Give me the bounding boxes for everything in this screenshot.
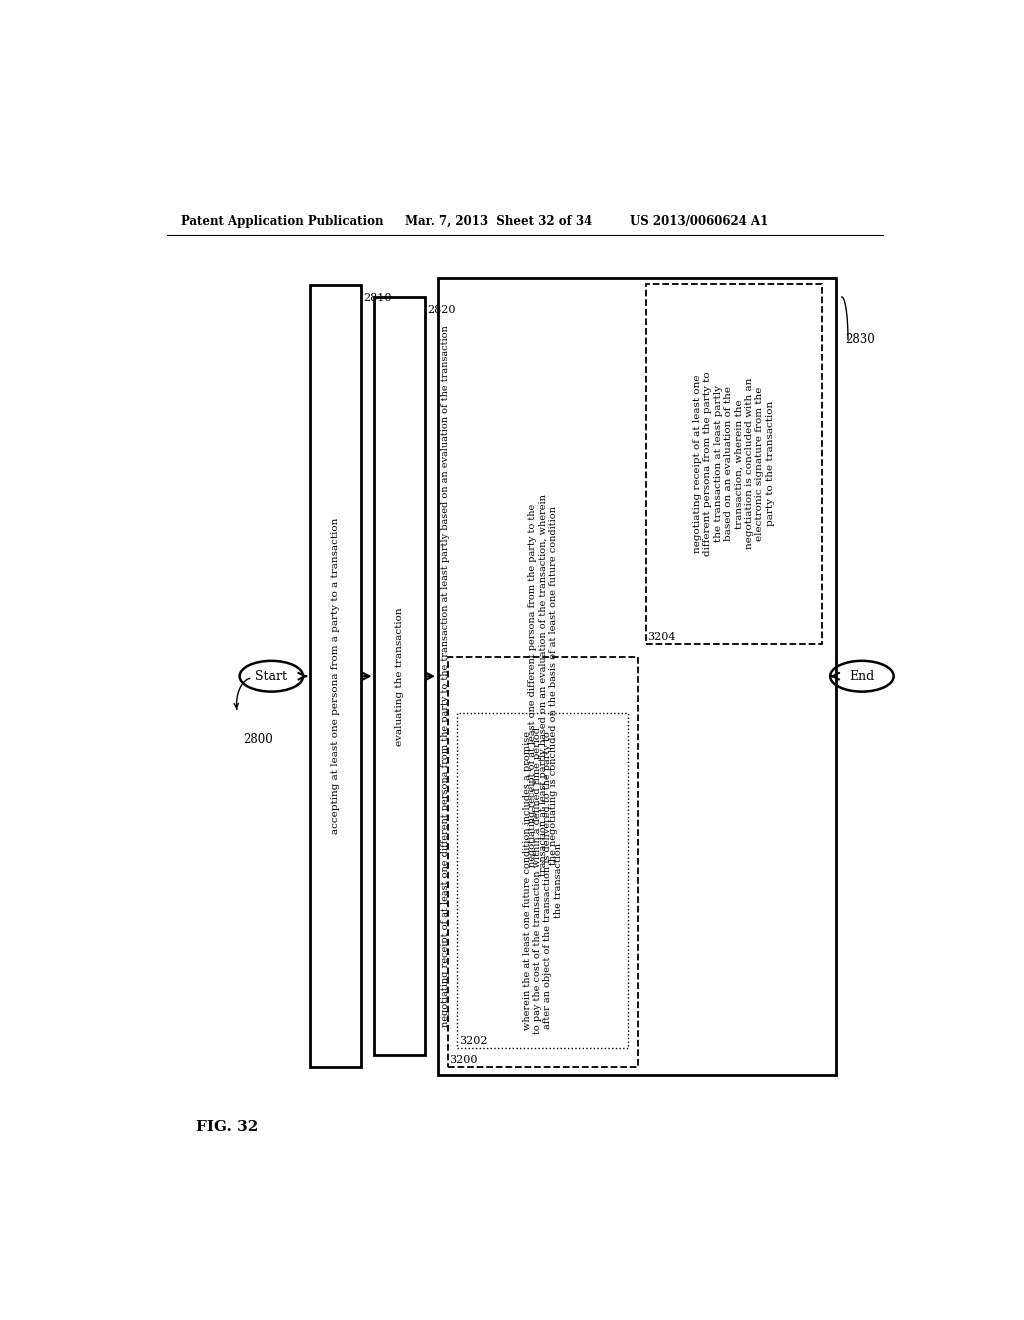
Text: negotiating receipt of at least one different persona from the party to the
tran: negotiating receipt of at least one diff… bbox=[528, 494, 558, 876]
Text: 3200: 3200 bbox=[450, 1056, 478, 1065]
Text: negotiating receipt of at least one
different persona from the party to
the tran: negotiating receipt of at least one diff… bbox=[693, 371, 774, 556]
Bar bbox=[449, 657, 638, 1067]
Text: 3204: 3204 bbox=[647, 632, 676, 642]
Bar bbox=[646, 284, 821, 644]
Text: 2800: 2800 bbox=[243, 733, 272, 746]
Text: 3202: 3202 bbox=[459, 1036, 487, 1047]
Text: 2830: 2830 bbox=[845, 333, 874, 346]
Text: US 2013/0060624 A1: US 2013/0060624 A1 bbox=[630, 215, 768, 228]
Text: 2810: 2810 bbox=[362, 293, 391, 304]
Text: wherein the at least one future condition includes a promise
to pay the cost of : wherein the at least one future conditio… bbox=[522, 727, 563, 1034]
Text: accepting at least one persona from a party to a transaction: accepting at least one persona from a pa… bbox=[331, 517, 340, 834]
Bar bbox=[310, 285, 360, 1067]
Text: Mar. 7, 2013  Sheet 32 of 34: Mar. 7, 2013 Sheet 32 of 34 bbox=[406, 215, 593, 228]
Text: Start: Start bbox=[255, 669, 288, 682]
Text: evaluating the transaction: evaluating the transaction bbox=[395, 607, 404, 746]
Text: FIG. 32: FIG. 32 bbox=[197, 1121, 258, 1134]
Bar bbox=[458, 713, 628, 1048]
Text: 2820: 2820 bbox=[427, 305, 456, 314]
Text: End: End bbox=[849, 669, 874, 682]
Text: negotiating receipt of at least one different persona from the party to the tran: negotiating receipt of at least one diff… bbox=[441, 325, 451, 1027]
Bar bbox=[375, 297, 425, 1056]
Text: Patent Application Publication: Patent Application Publication bbox=[180, 215, 383, 228]
Bar bbox=[438, 277, 836, 1074]
